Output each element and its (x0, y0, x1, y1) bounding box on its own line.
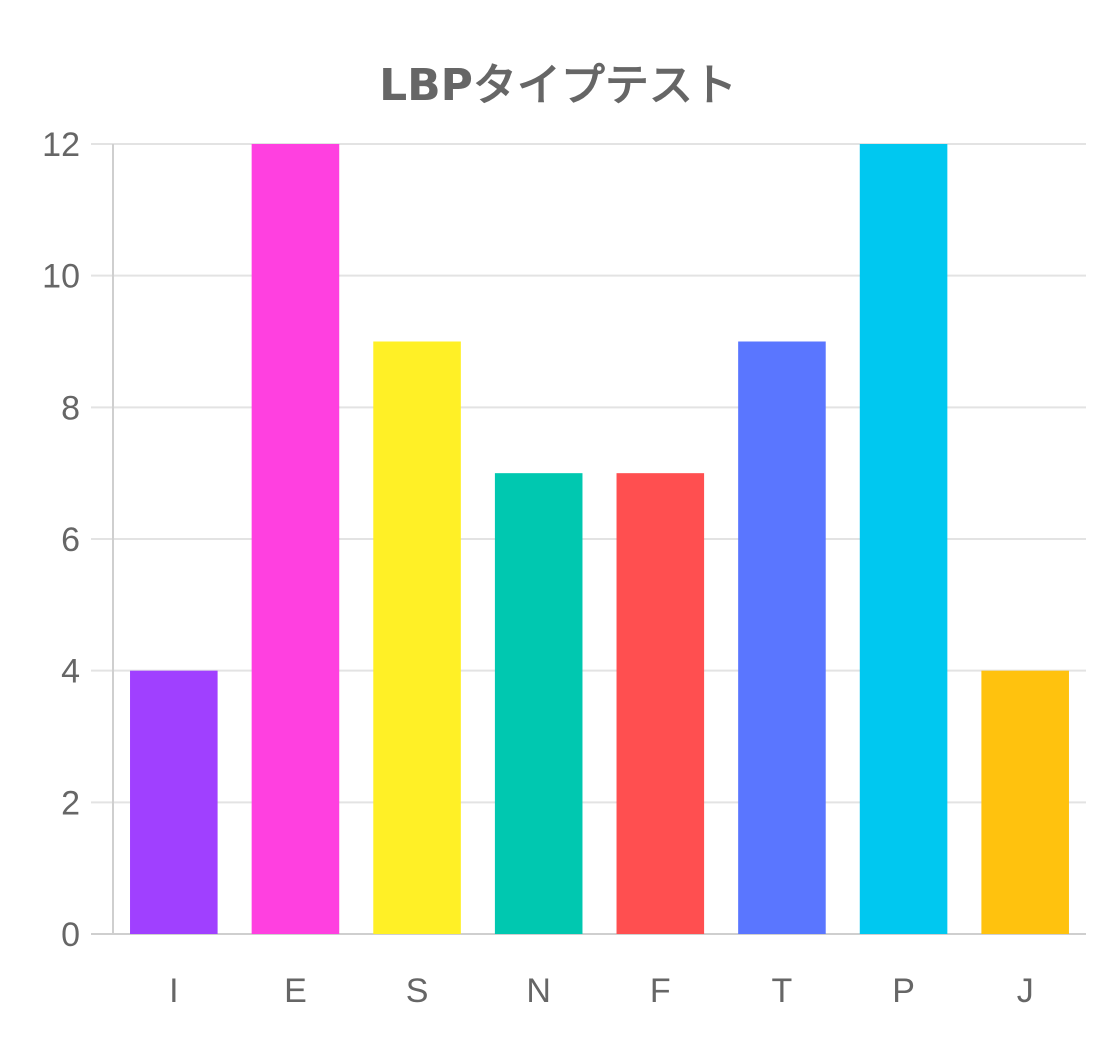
bar-i (130, 670, 218, 934)
y-tick-label: 2 (61, 784, 80, 822)
y-tick-label: 10 (42, 258, 80, 296)
x-tick-label: J (1017, 972, 1034, 1010)
x-tick-label: P (892, 972, 915, 1010)
x-tick-label: T (772, 972, 793, 1010)
x-tick-label: I (169, 972, 178, 1010)
bar-p (859, 144, 948, 934)
bar-n (494, 473, 583, 934)
y-tick-label: 12 (42, 126, 80, 164)
bars (130, 144, 1069, 934)
y-axis-ticks: 0 2 4 6 8 10 12 (42, 126, 80, 954)
bar-j (981, 670, 1069, 934)
bar-t (738, 341, 826, 934)
bar-f (616, 473, 705, 934)
chart-title: LBPタイプテスト (379, 60, 737, 111)
x-tick-label: S (406, 972, 429, 1010)
x-tick-label: F (650, 972, 671, 1010)
y-tick-label: 8 (61, 389, 80, 427)
x-tick-label: E (284, 972, 307, 1010)
bar-s (373, 341, 461, 934)
x-tick-label: N (526, 972, 551, 1010)
bar-e (251, 144, 340, 934)
y-tick-label: 4 (61, 653, 80, 691)
y-tick-label: 6 (61, 521, 80, 559)
y-tick-label: 0 (61, 916, 80, 954)
